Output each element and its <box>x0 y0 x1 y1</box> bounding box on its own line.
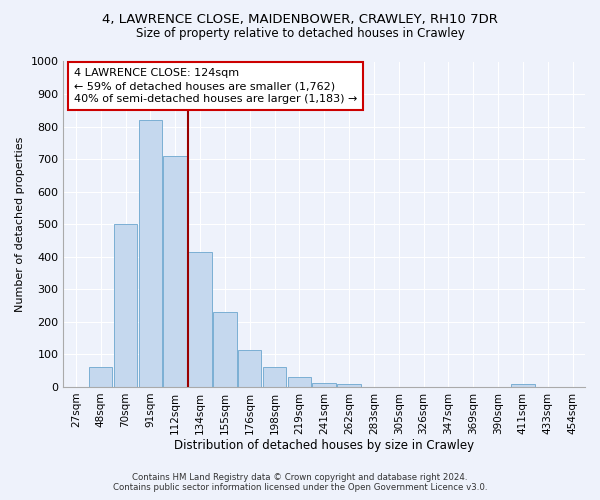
Bar <box>213 312 236 387</box>
Bar <box>163 156 187 387</box>
Bar <box>89 368 112 387</box>
Text: Contains HM Land Registry data © Crown copyright and database right 2024.
Contai: Contains HM Land Registry data © Crown c… <box>113 473 487 492</box>
Text: Size of property relative to detached houses in Crawley: Size of property relative to detached ho… <box>136 28 464 40</box>
Bar <box>263 368 286 387</box>
Bar <box>337 384 361 387</box>
Bar <box>511 384 535 387</box>
Bar <box>139 120 162 387</box>
Bar <box>188 252 212 387</box>
Bar <box>313 383 336 387</box>
Bar <box>238 350 262 387</box>
X-axis label: Distribution of detached houses by size in Crawley: Distribution of detached houses by size … <box>174 440 474 452</box>
Text: 4 LAWRENCE CLOSE: 124sqm
← 59% of detached houses are smaller (1,762)
40% of sem: 4 LAWRENCE CLOSE: 124sqm ← 59% of detach… <box>74 68 357 104</box>
Y-axis label: Number of detached properties: Number of detached properties <box>15 136 25 312</box>
Bar <box>287 377 311 387</box>
Bar <box>114 224 137 387</box>
Text: 4, LAWRENCE CLOSE, MAIDENBOWER, CRAWLEY, RH10 7DR: 4, LAWRENCE CLOSE, MAIDENBOWER, CRAWLEY,… <box>102 12 498 26</box>
